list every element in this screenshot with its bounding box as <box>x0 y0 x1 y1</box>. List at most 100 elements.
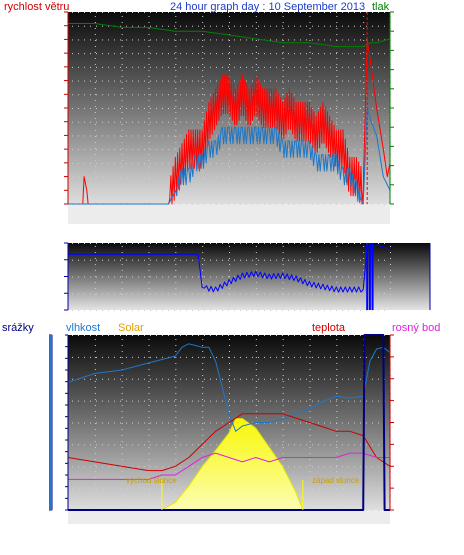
grid-dot-h <box>330 80 331 82</box>
grid-dot-h <box>282 135 283 137</box>
grid-dot-h <box>342 53 343 55</box>
grid-dot-h <box>144 356 145 358</box>
grid-dot-v <box>94 339 96 340</box>
grid-dot-v <box>175 429 177 430</box>
grid-dot-h <box>234 293 235 295</box>
grid-dot-v <box>94 393 96 394</box>
grid-dot-v <box>94 58 96 59</box>
grid-dot-h <box>354 276 355 278</box>
grid-dot-v <box>94 196 96 197</box>
grid-dot-h <box>84 293 85 295</box>
grid-dot-h <box>360 259 361 261</box>
grid-dot-v <box>336 441 338 442</box>
grid-dot-v <box>94 118 96 119</box>
grid-dot-v <box>148 399 150 400</box>
grid-dot-v <box>336 411 338 412</box>
grid-dot-h <box>168 488 169 490</box>
grid-dot-h <box>300 204 301 205</box>
grid-dot-v <box>309 339 311 340</box>
grid-dot-h <box>180 276 181 278</box>
grid-dot-h <box>294 66 295 68</box>
grid-dot-h <box>318 190 319 192</box>
grid-dot-h <box>114 66 115 68</box>
grid-dot-h <box>102 190 103 192</box>
grid-dot-h <box>330 488 331 490</box>
grid-dot-h <box>84 400 85 402</box>
grid-dot-h <box>120 466 121 468</box>
grid-dot-h <box>84 12 85 13</box>
grid-dot-h <box>372 510 373 511</box>
grid-dot-h <box>78 66 79 68</box>
grid-dot-h <box>294 190 295 192</box>
grid-dot-h <box>252 310 253 311</box>
grid-dot-h <box>384 66 385 68</box>
grid-dot-v <box>336 184 338 185</box>
grid-dot-h <box>330 39 331 41</box>
grid-dot-v <box>282 100 284 101</box>
grid-dot-v <box>202 258 204 259</box>
grid-dot-v <box>121 357 123 358</box>
grid-dot-h <box>84 149 85 151</box>
grid-dot-h <box>210 422 211 424</box>
grid-dot-h <box>330 204 331 205</box>
grid-dot-h <box>198 176 199 178</box>
grid-dot-h <box>384 80 385 82</box>
grid-dot-v <box>175 40 177 41</box>
grid-dot-h <box>90 422 91 424</box>
grid-dot-v <box>202 184 204 185</box>
grid-dot-v <box>309 363 311 364</box>
grid-dot-h <box>150 335 151 336</box>
grid-dot-h <box>156 176 157 178</box>
grid-dot-v <box>255 387 257 388</box>
grid-dot-h <box>90 293 91 295</box>
grid-dot-h <box>102 466 103 468</box>
grid-dot-h <box>72 259 73 261</box>
grid-dot-v <box>282 435 284 436</box>
grid-dot-h <box>384 204 385 205</box>
grid-dot-v <box>175 82 177 83</box>
grid-dot-v <box>175 16 177 17</box>
grid-dot-h <box>78 276 79 278</box>
grid-dot-h <box>78 444 79 446</box>
grid-dot-h <box>258 259 259 261</box>
grid-dot-v <box>94 148 96 149</box>
grid-dot-h <box>180 12 181 13</box>
grid-dot-h <box>240 400 241 402</box>
grid-dot-h <box>246 176 247 178</box>
grid-dot-h <box>378 25 379 27</box>
grid-dot-v <box>229 399 230 400</box>
grid-dot-h <box>108 66 109 68</box>
grid-dot-v <box>121 363 123 364</box>
grid-dot-h <box>336 293 337 295</box>
grid-dot-h <box>228 204 229 205</box>
grid-dot-h <box>156 135 157 137</box>
grid-dot-v <box>202 64 204 65</box>
grid-dot-v <box>148 40 150 41</box>
grid-dot-h <box>336 400 337 402</box>
grid-dot-v <box>94 477 96 478</box>
grid-dot-h <box>234 400 235 402</box>
grid-dot-v <box>121 196 123 197</box>
grid-dot-v <box>121 202 123 203</box>
grid-dot-h <box>180 400 181 402</box>
grid-dot-h <box>234 259 235 261</box>
grid-dot-h <box>330 276 331 278</box>
grid-dot-v <box>121 387 123 388</box>
grid-dot-h <box>186 12 187 13</box>
grid-dot-h <box>162 310 163 311</box>
grid-dot-h <box>186 108 187 109</box>
grid-dot-v <box>309 276 311 277</box>
grid-dot-h <box>276 190 277 192</box>
grid-dot-h <box>96 25 97 27</box>
grid-dot-h <box>360 94 361 96</box>
grid-dot-v <box>282 294 284 295</box>
grid-dot-v <box>202 423 204 424</box>
grid-dot-v <box>282 417 284 418</box>
grid-dot-v <box>390 258 391 259</box>
grid-dot-h <box>354 259 355 261</box>
grid-dot-h <box>162 356 163 358</box>
grid-dot-h <box>348 121 349 123</box>
grid-dot-h <box>120 135 121 137</box>
grid-dot-v <box>282 447 284 448</box>
grid-dot-h <box>318 378 319 380</box>
